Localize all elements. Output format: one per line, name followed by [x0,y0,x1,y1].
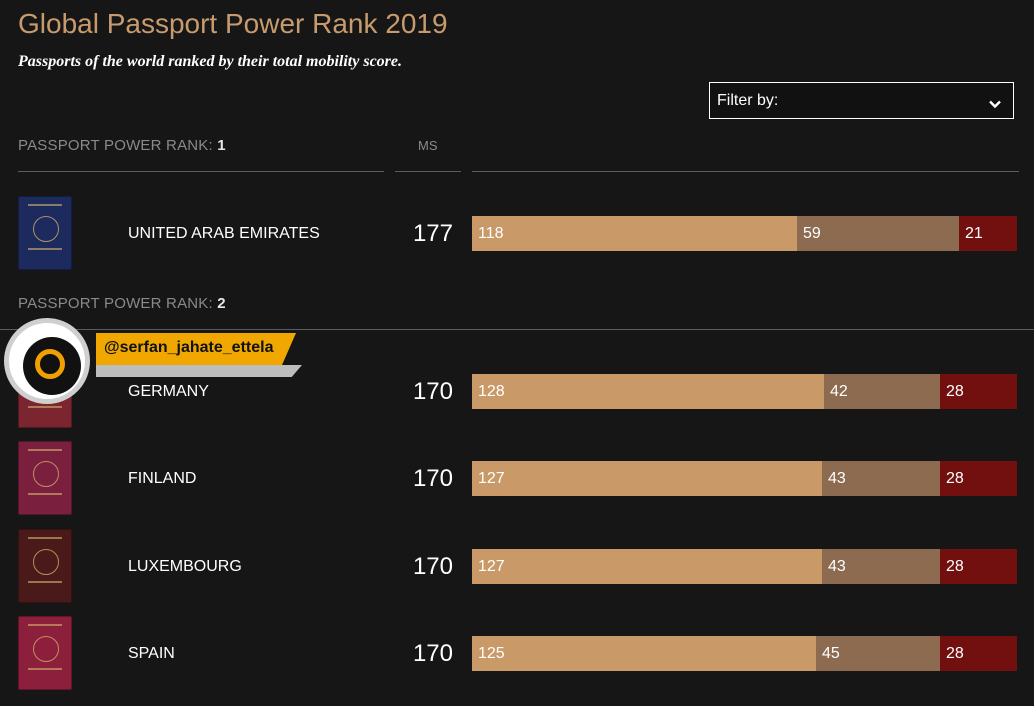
bar-segment: 45 [816,636,940,671]
header-divider-1 [18,171,384,172]
passport-cover-icon [18,196,72,270]
page-title: Global Passport Power Rank 2019 [18,8,448,39]
watermark-badge: @serfan_jahate_ettela [4,318,304,404]
bar-segment: 43 [822,549,940,584]
passport-row: UNITED ARAB EMIRATES 177 118 59 21 [0,196,1034,276]
chevron-down-icon [989,96,1001,114]
passport-cover-icon [18,616,72,690]
rank-number: 1 [217,137,226,154]
rank-number: 2 [217,295,226,312]
bar-segment: 28 [940,374,1017,409]
page-subtitle: Passports of the world ranked by their t… [18,53,403,70]
watermark-logo-icon [4,318,90,404]
bar-segment: 59 [797,216,959,251]
mobility-score: 170 [412,553,453,580]
passport-row: LUXEMBOURG 170 127 43 28 [0,529,1034,609]
bar-segment: 28 [940,461,1017,496]
filter-label: Filter by: [717,92,779,109]
mobility-score: 177 [412,220,453,247]
country-name: SPAIN [128,645,175,662]
bar-segment: 43 [822,461,940,496]
mobility-score: 170 [412,465,453,492]
header-divider-2 [395,171,461,172]
country-name: FINLAND [128,470,197,487]
mobility-score: 170 [412,378,453,405]
filter-dropdown[interactable]: Filter by: [709,82,1014,119]
bar-segment: 21 [959,216,1017,251]
watermark-text: @serfan_jahate_ettela [104,339,274,356]
rank-heading-2: PASSPORT POWER RANK: 2 [18,295,226,312]
bar-segment: 127 [472,549,822,584]
bar-segment: 127 [472,461,822,496]
bar-segment: 42 [824,374,940,409]
passport-row: SPAIN 170 125 45 28 [0,616,1034,696]
passport-cover-icon [18,529,72,603]
passport-row: FINLAND 170 127 43 28 [0,441,1034,521]
bar-segment: 118 [472,216,797,251]
bar-segment: 128 [472,374,824,409]
rank-heading-prefix: PASSPORT POWER RANK: [18,295,218,312]
rank-heading-1: PASSPORT POWER RANK: 1 [18,137,226,154]
country-name: UNITED ARAB EMIRATES [128,225,320,242]
mobility-score: 170 [412,640,453,667]
header-divider-3 [472,171,1019,172]
bar-segment: 28 [940,549,1017,584]
bar-segment: 125 [472,636,816,671]
country-name: GERMANY [128,383,209,400]
rank-divider [0,329,1034,330]
ms-column-header: MS [418,138,438,153]
rank-heading-prefix: PASSPORT POWER RANK: [18,137,218,154]
country-name: LUXEMBOURG [128,558,242,575]
bar-segment: 28 [940,636,1017,671]
passport-cover-icon [18,441,72,515]
